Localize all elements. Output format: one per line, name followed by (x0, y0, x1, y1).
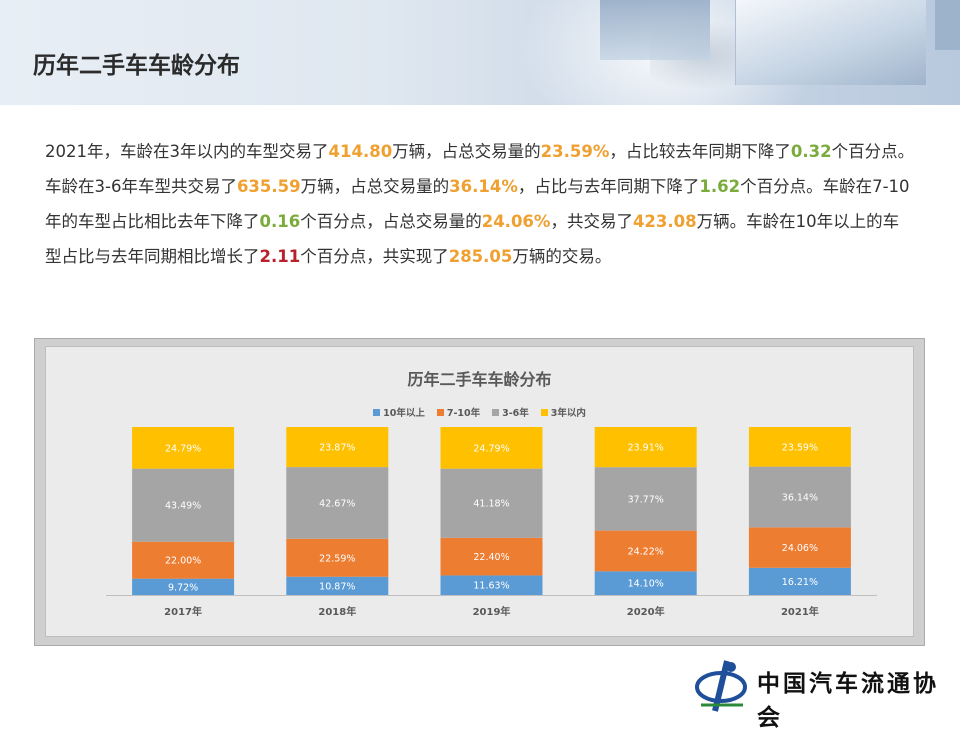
chart-legend: 10年以上 7-10年 3-6年 3年以内 (46, 405, 913, 419)
page-title: 历年二手车车龄分布 (33, 53, 240, 79)
intro-highlight: 423.08 (632, 212, 697, 231)
bar-segment (132, 427, 235, 469)
intro-highlight: 0.16 (259, 212, 301, 231)
data-label: 37.77% (628, 494, 664, 505)
bar-segment (748, 466, 851, 528)
data-label: 22.00% (165, 556, 201, 567)
legend-swatch (436, 408, 444, 416)
data-label: 9.72% (168, 582, 198, 593)
intro-highlight: 24.06% (481, 212, 551, 231)
bar-segment (440, 575, 543, 595)
intro-highlight: 414.80 (328, 142, 393, 161)
data-label: 36.14% (782, 492, 818, 503)
bar-segment (594, 467, 697, 531)
intro-highlight: 285.05 (448, 247, 513, 266)
legend-label: 10年以上 (383, 408, 425, 419)
intro-paragraph: 2021年，车龄在3年以内的车型交易了414.80万辆，占总交易量的23.59%… (45, 134, 915, 274)
data-label: 11.63% (473, 581, 509, 592)
bar-segment (748, 567, 851, 595)
intro-text: ，共交易了 (550, 212, 633, 231)
data-label: 24.22% (628, 546, 664, 557)
bar-segment (286, 576, 389, 595)
data-label: 10.87% (319, 581, 355, 592)
legend-label: 3年以内 (550, 408, 586, 419)
intro-highlight: 1.62 (699, 177, 741, 196)
data-label: 23.59% (782, 442, 818, 453)
intro-text: 万辆，占总交易量的 (300, 177, 450, 196)
data-label: 23.87% (319, 443, 355, 454)
data-label: 24.06% (782, 543, 818, 554)
x-tick-label: 2018年 (318, 605, 356, 618)
intro-text: 个百分点。车龄在7-10年的车型占比相比去年下降了 (45, 177, 910, 231)
intro-text: 个百分点，共实现了 (300, 247, 449, 266)
bar-segment (748, 427, 851, 467)
bar-segment (594, 571, 697, 595)
legend-label: 7-10年 (446, 408, 481, 419)
bar-segment (286, 427, 389, 468)
intro-text: 2021年，车龄在3年以内的车型交易了 (45, 142, 329, 161)
data-label: 22.59% (319, 553, 355, 564)
bar-segment (440, 468, 543, 538)
bar-segment (132, 541, 235, 579)
legend-label: 3-6年 (502, 408, 529, 419)
bar-segment (440, 427, 543, 469)
x-tick-label: 2019年 (473, 605, 511, 618)
x-tick-label: 2017年 (164, 605, 202, 618)
intro-text: 万辆。车龄在10年以上的车型占比与去年同期相比增长了 (45, 212, 900, 266)
intro-text: 个百分点。车龄在3-6年车型共交易了 (45, 142, 915, 196)
bar-segment (594, 530, 697, 572)
intro-highlight: 23.59% (540, 142, 610, 161)
data-label: 42.67% (319, 498, 355, 509)
legend-item: 3年以内 (540, 405, 586, 419)
chart-title: 历年二手车车龄分布 (407, 370, 552, 389)
header-cube (600, 0, 710, 60)
cada-logo-icon (695, 660, 747, 712)
x-tick-label: 2021年 (781, 605, 819, 618)
association-logo: 中国汽车流通协会 (693, 655, 953, 731)
intro-highlight: 2.11 (259, 247, 301, 266)
header-cube (935, 0, 960, 50)
intro-highlight: 635.59 (236, 177, 301, 196)
header-banner: 历年二手车车龄分布 (0, 0, 960, 105)
bar-segment (594, 427, 697, 468)
data-label: 41.18% (473, 499, 509, 510)
intro-text: ，占比较去年同期下降了 (609, 142, 791, 161)
legend-item: 3-6年 (492, 405, 529, 419)
x-tick-label: 2020年 (627, 605, 665, 618)
bar-segment (286, 538, 389, 577)
intro-text: 万辆，占总交易量的 (392, 142, 541, 161)
legend-swatch (373, 408, 381, 416)
bar-segment (440, 537, 543, 576)
data-label: 24.79% (473, 443, 509, 454)
chart-frame: 历年二手车车龄分布 10年以上 7-10年 3-6年 3年以内 9.72% 22.00%… (34, 338, 925, 646)
data-label: 16.21% (782, 577, 818, 588)
data-label: 23.91% (628, 443, 664, 454)
intro-text: 万辆的交易。 (512, 247, 612, 266)
intro-text: 个百分点，占总交易量的 (300, 212, 482, 231)
bar-segment (748, 527, 851, 568)
legend-item: 7-10年 (436, 405, 481, 419)
bar-segment (132, 578, 235, 595)
legend-swatch (540, 408, 548, 416)
intro-highlight: 0.32 (790, 142, 832, 161)
bar-segment (286, 467, 389, 539)
stacked-bar-chart: 9.72% 22.00% 43.49% 24.79% 2017年 10.87% 22.59%… (106, 427, 877, 618)
bar-segment (132, 468, 235, 542)
data-label: 22.40% (473, 552, 509, 563)
data-label: 43.49% (165, 501, 201, 512)
chart-area: 历年二手车车龄分布 10年以上 7-10年 3-6年 3年以内 9.72% 22.00%… (45, 346, 914, 637)
data-label: 14.10% (628, 579, 664, 590)
header-cube (735, 0, 926, 85)
intro-text: ，占比与去年同期下降了 (517, 177, 700, 196)
association-name: 中国汽车流通协会 (757, 670, 939, 731)
legend-item: 10年以上 (373, 405, 425, 419)
intro-highlight: 36.14% (449, 177, 518, 196)
legend-swatch (492, 408, 500, 416)
data-label: 24.79% (165, 443, 201, 454)
